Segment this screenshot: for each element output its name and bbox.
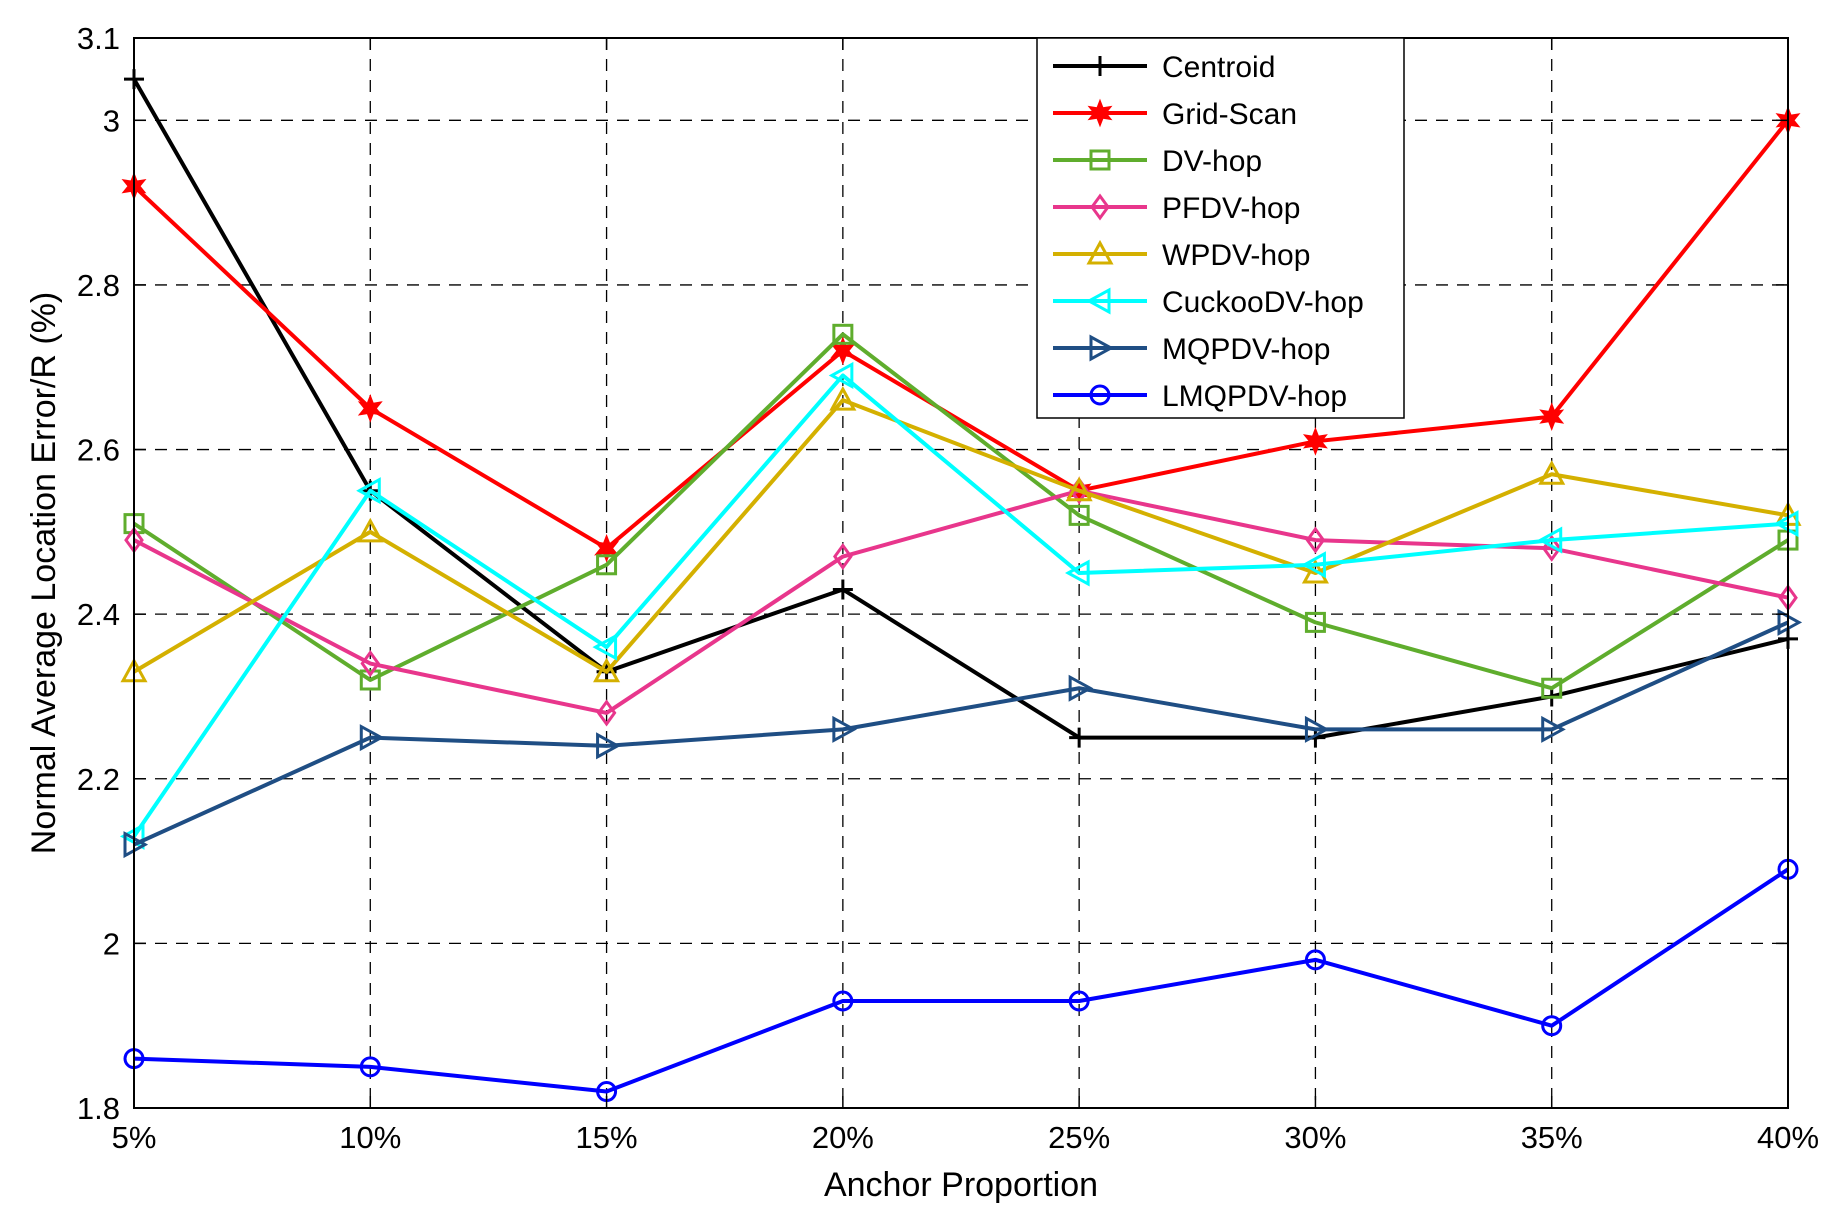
data-point — [594, 533, 620, 563]
legend-marker — [1085, 287, 1111, 315]
y-tick-label: 2 — [103, 926, 120, 961]
data-point — [1068, 504, 1090, 526]
series-lines — [119, 69, 1803, 1103]
legend-marker — [1090, 193, 1110, 221]
legend-marker — [1090, 56, 1110, 76]
x-tick-label: 40% — [1757, 1120, 1819, 1155]
x-tick-label: 5% — [112, 1120, 157, 1155]
series-line — [132, 78, 1789, 740]
series-line — [133, 488, 1789, 715]
data-point — [359, 724, 385, 752]
data-point — [1305, 526, 1326, 554]
legend-entry: Grid-Scan — [1053, 98, 1297, 131]
series-mqpdv-hop — [123, 608, 1803, 859]
data-point — [1301, 551, 1326, 579]
data-point — [1541, 715, 1566, 743]
legend-label: LMQPDV-hop — [1162, 380, 1347, 413]
legend-entry: MQPDV-hop — [1053, 333, 1330, 366]
data-point — [1304, 949, 1326, 971]
series-line — [133, 867, 1790, 1094]
legend-entry: Centroid — [1053, 51, 1275, 84]
y-tick-label: 2.8 — [77, 268, 120, 303]
y-tick-label: 2.4 — [77, 597, 120, 632]
x-tick-label: 20% — [812, 1120, 874, 1155]
data-point — [1301, 558, 1329, 584]
data-point — [833, 542, 853, 571]
data-point — [832, 715, 857, 743]
series-line — [132, 398, 1789, 674]
data-point — [1302, 426, 1328, 456]
y-axis-title: Normal Average Location Error/R (%) — [25, 292, 63, 854]
y-tick-label: 1.8 — [77, 1091, 120, 1126]
y-tick-label: 3.1 — [77, 21, 120, 56]
legend-label: PFDV-hop — [1162, 192, 1300, 225]
data-point — [829, 386, 857, 411]
legend-entry: WPDV-hop — [1053, 239, 1310, 272]
plot-area-frame — [133, 37, 1789, 1109]
legend-label: WPDV-hop — [1162, 239, 1310, 272]
legend: Centroid Grid-Scan DV-hop PFDV-hop WPDV-hop C… — [1036, 37, 1405, 419]
series-line — [132, 119, 1790, 551]
data-point — [357, 393, 383, 423]
data-point — [832, 990, 854, 1012]
x-tick-label: 10% — [339, 1120, 401, 1155]
data-point — [1069, 727, 1090, 748]
series-line — [132, 332, 1790, 691]
legend-entry: CuckooDV-hop — [1053, 286, 1364, 319]
data-point — [596, 699, 617, 727]
legend-entry: PFDV-hop — [1053, 192, 1300, 225]
data-point — [1541, 1015, 1563, 1037]
y-tick-label: 2.6 — [77, 433, 120, 468]
data-point — [1304, 611, 1326, 633]
data-point — [832, 323, 854, 345]
legend-entry: DV-hop — [1053, 145, 1262, 178]
data-point — [592, 633, 618, 661]
data-point — [1537, 526, 1563, 554]
data-point — [1539, 402, 1565, 432]
legend-label: Grid-Scan — [1162, 98, 1297, 131]
legend-marker — [1087, 98, 1113, 128]
data-point — [1538, 460, 1566, 485]
axes: 5% 10% 15% 20% 25% 30% 35% 40% 1.8 2 2.2 2.4 2.6 2.8 3… — [77, 21, 1819, 1155]
series-line — [133, 620, 1789, 847]
data-point — [359, 1056, 381, 1078]
y-tick-label: 3 — [103, 103, 120, 138]
data-point — [596, 554, 618, 576]
data-point — [360, 649, 381, 678]
data-point — [828, 361, 854, 389]
data-point — [356, 477, 381, 505]
legend-label: Centroid — [1162, 51, 1275, 84]
legend-label: CuckooDV-hop — [1162, 286, 1364, 319]
data-point — [1541, 677, 1563, 699]
legend-label: DV-hop — [1162, 145, 1262, 178]
x-tick-label: 15% — [576, 1120, 638, 1155]
x-tick-label: 30% — [1284, 1120, 1346, 1155]
legend-marker — [1089, 384, 1111, 406]
legend-marker — [1089, 149, 1111, 171]
legend-entry: LMQPDV-hop — [1053, 380, 1347, 413]
data-point — [1304, 715, 1330, 743]
series-line — [132, 373, 1789, 838]
data-point — [1068, 990, 1090, 1012]
data-point — [1065, 559, 1090, 587]
x-tick-label: 35% — [1521, 1120, 1583, 1155]
data-point — [832, 579, 853, 600]
legend-marker — [1086, 239, 1114, 265]
data-point — [593, 657, 621, 683]
data-point — [596, 732, 621, 760]
y-tick-label: 2.2 — [77, 762, 120, 797]
x-tick-label: 25% — [1048, 1120, 1110, 1155]
x-axis-title: Anchor Proportion — [824, 1166, 1098, 1204]
data-point — [1068, 674, 1094, 702]
data-point — [359, 669, 381, 691]
series-dv-hop — [123, 323, 1799, 699]
data-point — [356, 517, 384, 543]
data-point — [1065, 476, 1093, 502]
legend-label: MQPDV-hop — [1162, 333, 1330, 366]
legend-marker — [1089, 334, 1115, 362]
